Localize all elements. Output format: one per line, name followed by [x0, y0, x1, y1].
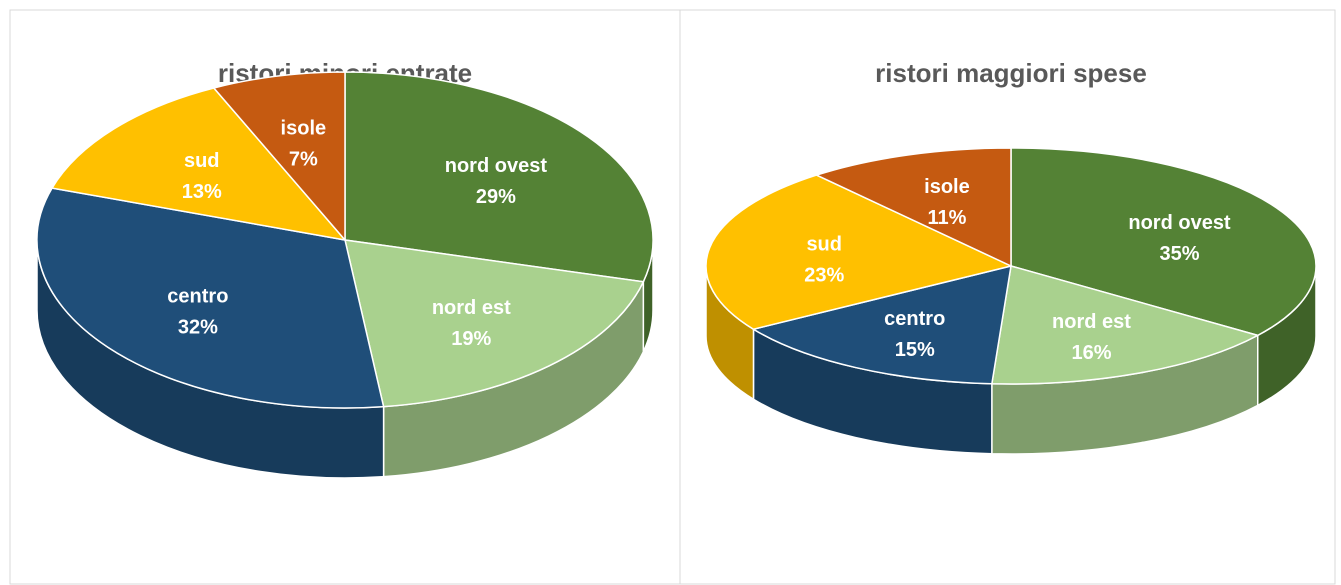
data-label: nord est 19%	[432, 297, 511, 350]
slice	[814, 147, 1012, 268]
value-label: 19%	[451, 328, 491, 350]
category-label: sud	[806, 234, 842, 256]
value-label: 15%	[895, 339, 935, 361]
chart-title: ristori maggiori spese	[875, 58, 1147, 88]
data-label: nord ovest 35%	[1128, 212, 1231, 265]
category-label: nord ovest	[1128, 212, 1231, 234]
slice	[344, 239, 645, 408]
value-label: 32%	[178, 316, 218, 338]
data-label: sud 13%	[182, 150, 222, 203]
data-label: sud 23%	[804, 234, 844, 287]
slice	[1010, 147, 1317, 337]
value-label: 13%	[182, 181, 222, 203]
data-label: centro 15%	[884, 308, 945, 361]
category-label: centro	[884, 308, 945, 330]
data-label: nord est 16%	[1052, 311, 1131, 364]
slice	[344, 71, 654, 283]
data-label: isole 7%	[281, 117, 327, 170]
category-label: nord est	[1052, 311, 1131, 333]
value-label: 29%	[476, 186, 516, 208]
value-label: 11%	[927, 207, 966, 229]
slice	[36, 187, 385, 409]
slice	[751, 265, 1012, 385]
value-label: 35%	[1159, 243, 1199, 265]
data-label: centro 32%	[167, 285, 228, 338]
slice	[990, 265, 1260, 385]
slice	[212, 71, 346, 243]
data-label: isole 11%	[924, 176, 970, 229]
category-label: sud	[184, 150, 220, 172]
category-label: centro	[167, 285, 228, 307]
slice	[50, 87, 347, 242]
category-label: nord est	[432, 297, 511, 319]
data-label: nord ovest 29%	[445, 155, 548, 208]
category-label: isole	[281, 117, 327, 139]
category-label: isole	[924, 176, 970, 198]
category-label: nord ovest	[445, 155, 548, 177]
value-label: 16%	[1071, 342, 1111, 364]
slice	[705, 174, 1014, 331]
value-label: 23%	[804, 265, 844, 287]
value-label: 7%	[289, 148, 318, 170]
